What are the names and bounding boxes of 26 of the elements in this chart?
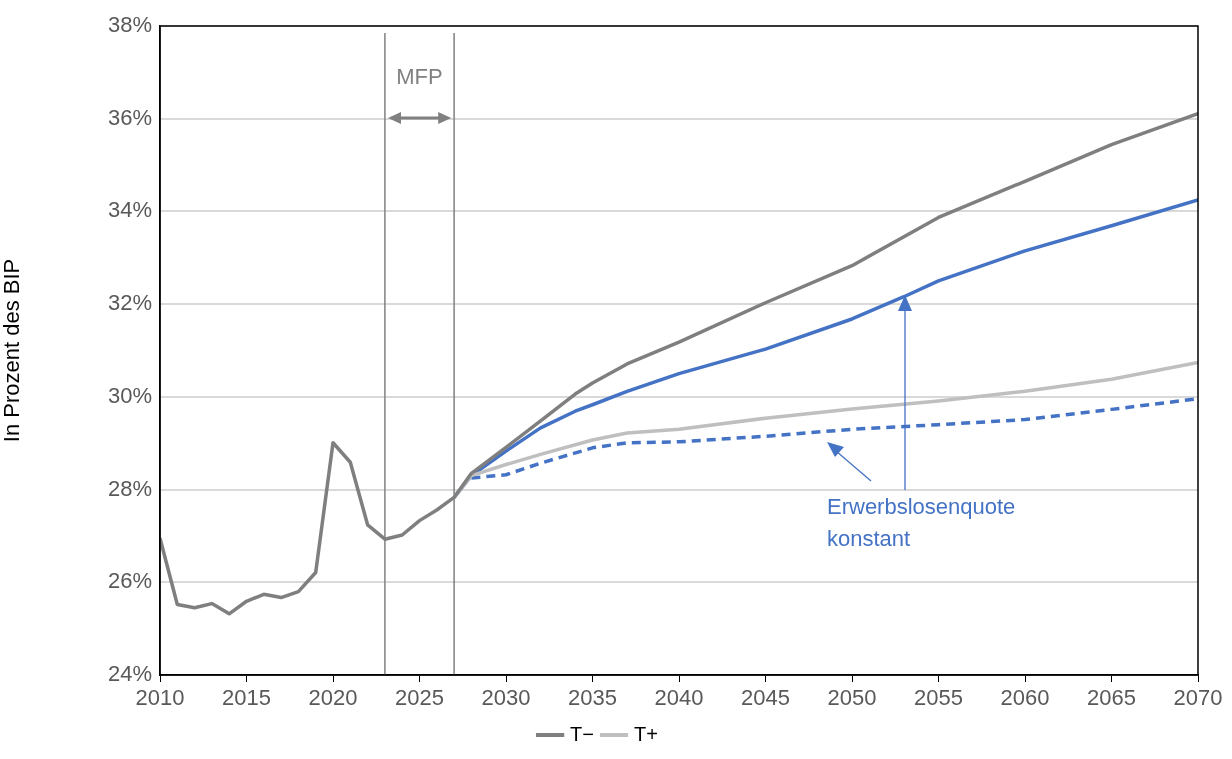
legend-label: T− (570, 722, 595, 745)
y-tick-label: 24% (107, 661, 152, 687)
x-tick-label: 2010 (135, 685, 185, 711)
ref-line-label: MFP (396, 64, 443, 90)
x-tick-label: 2060 (1000, 685, 1050, 711)
y-tick-label: 32% (107, 290, 152, 316)
x-tick-label: 2015 (222, 685, 271, 711)
y-tick-label: 26% (107, 568, 152, 594)
y-tick-label: 28% (107, 475, 152, 501)
x-tick-label: 2020 (308, 685, 358, 711)
y-tick-label: 30% (107, 382, 152, 408)
x-tick-label: 2065 (1087, 685, 1136, 711)
x-tick-label: 2050 (827, 685, 877, 711)
x-tick-label: 2025 (395, 685, 444, 711)
x-tick-label: 2035 (568, 685, 617, 711)
x-tick-label: 2070 (1173, 685, 1223, 711)
legend-label: T+ (634, 722, 658, 745)
y-tick-label: 38% (107, 12, 152, 38)
x-tick-label: 2030 (481, 685, 531, 711)
x-tick-label: 2055 (914, 685, 963, 711)
annotation: Erwerbslosenquote konstant (827, 494, 1016, 552)
x-tick-label: 2045 (741, 685, 790, 711)
y-tick-label: 36% (107, 104, 152, 130)
x-tick-label: 2040 (654, 685, 704, 711)
y-tick-label: 34% (107, 197, 152, 223)
y-axis-title: In Prozent des BIP (0, 258, 25, 443)
